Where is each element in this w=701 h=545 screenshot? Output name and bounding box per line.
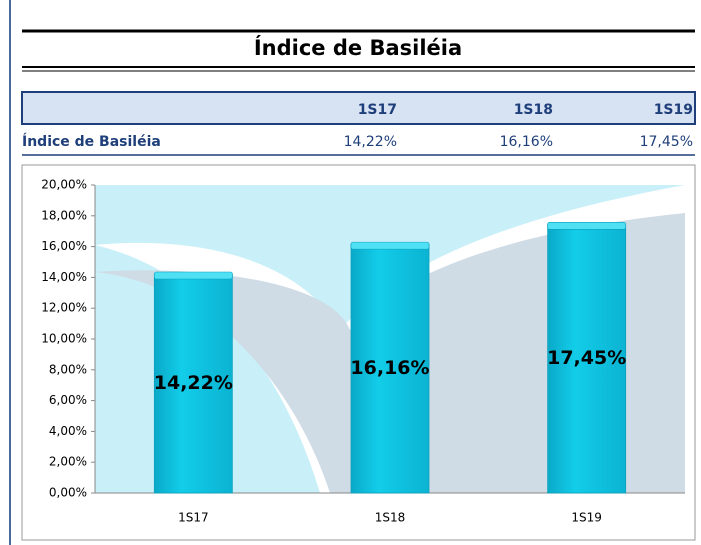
value-label: 14,22% [154, 372, 233, 394]
y-tick-label: 20,00% [41, 178, 87, 192]
column-header: 1S17 [358, 102, 397, 118]
title: Índice de Basiléia [254, 35, 462, 60]
x-tick-label: 1S19 [571, 511, 602, 525]
value-label: 16,16% [350, 357, 429, 379]
cell: 17,45% [640, 134, 693, 150]
row-label: Índice de Basiléia [22, 133, 161, 150]
column-header: 1S18 [514, 102, 553, 118]
cell: 16,16% [500, 134, 553, 150]
y-tick-label: 10,00% [41, 332, 87, 346]
column-header: 1S19 [654, 102, 693, 118]
y-tick-label: 6,00% [49, 393, 87, 407]
y-tick-label: 8,00% [49, 362, 87, 376]
value-label: 17,45% [547, 347, 626, 369]
y-tick-label: 18,00% [41, 208, 87, 222]
bar-cap [351, 242, 429, 249]
y-tick-label: 16,00% [41, 239, 87, 253]
cell: 14,22% [344, 134, 397, 150]
y-tick-label: 2,00% [49, 455, 87, 469]
x-tick-label: 1S18 [375, 511, 406, 525]
x-tick-label: 1S17 [178, 511, 209, 525]
page: Índice de Basiléia 1S17 1S18 1S19 Índice… [0, 0, 701, 545]
bar-cap [154, 272, 232, 279]
y-tick-label: 14,00% [41, 270, 87, 284]
y-tick-label: 12,00% [41, 301, 87, 315]
bar-cap [548, 222, 626, 229]
y-tick-label: 4,00% [49, 424, 87, 438]
y-tick-label: 0,00% [49, 486, 87, 500]
